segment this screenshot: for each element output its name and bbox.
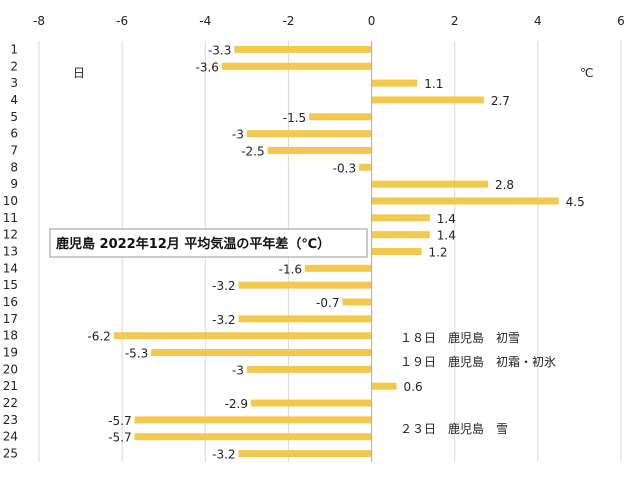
y-tick-label: 11: [3, 211, 18, 225]
bar-day-2: [221, 62, 372, 70]
data-label: -5.7: [108, 414, 131, 428]
y-tick-label: 1: [10, 42, 18, 56]
bar-day-24: [134, 433, 372, 441]
bar-day-16: [342, 298, 372, 306]
data-label: 1.2: [428, 246, 447, 260]
bar-day-25: [238, 450, 372, 458]
bar-day-8: [359, 163, 372, 171]
data-label: -3.2: [212, 313, 235, 327]
bar-day-1: [234, 45, 372, 53]
bar-day-21: [371, 382, 397, 390]
data-label: 0.6: [404, 380, 423, 394]
data-label: 1.4: [437, 229, 456, 243]
bar-day-9: [371, 180, 488, 188]
y-tick-label: 23: [3, 413, 18, 427]
data-label: -3.6: [195, 60, 218, 74]
bar-day-20: [246, 365, 372, 373]
y-tick-label: 12: [3, 228, 18, 242]
bar-day-4: [371, 96, 484, 104]
data-label: -0.3: [333, 161, 356, 175]
y-tick-label: 2: [10, 59, 18, 73]
data-label: -2.9: [225, 397, 248, 411]
y-tick-label: 21: [3, 379, 18, 393]
data-label: -0.7: [316, 296, 339, 310]
y-tick-label: 10: [3, 194, 18, 208]
data-label: 2.7: [491, 94, 510, 108]
bar-day-5: [309, 113, 372, 121]
y-tick-label: 22: [3, 396, 18, 410]
y-tick-label: 24: [3, 430, 18, 444]
x-tick-label: 2: [451, 14, 459, 28]
data-label: 1.4: [437, 212, 456, 226]
y-tick-label: 8: [10, 160, 18, 174]
bar-day-15: [238, 281, 372, 289]
y-tick-label: 19: [3, 346, 18, 360]
data-label: 2.8: [495, 178, 514, 192]
x-tick-label: -4: [199, 14, 211, 28]
value-axis-label: ℃: [580, 66, 593, 80]
annotation-23: ２３日 鹿児島 雪: [400, 421, 508, 436]
y-tick-label: 7: [10, 143, 18, 157]
y-tick-label: 16: [3, 295, 18, 309]
y-tick-label: 4: [10, 93, 18, 107]
data-label: -1.6: [279, 262, 302, 276]
y-tick-label: 17: [3, 312, 18, 326]
bar-day-3: [371, 79, 418, 87]
bar-day-14: [305, 264, 372, 272]
bars: [113, 45, 559, 458]
bar-day-11: [371, 214, 430, 222]
category-axis-label: 日: [73, 66, 85, 80]
chart-title: 鹿児島 2022年12月 平均気温の平年差（℃）: [56, 236, 330, 252]
x-tick-label: 0: [368, 14, 376, 28]
data-label: -3: [232, 363, 244, 377]
bar-day-13: [371, 248, 422, 255]
y-tick-labels: 1234567891011121314151617181920212223242…: [3, 42, 18, 460]
data-label: -3.2: [212, 279, 235, 293]
y-tick-label: 6: [10, 127, 18, 141]
data-label: -3.2: [212, 448, 235, 462]
x-tick-label: -2: [282, 14, 294, 28]
x-tick-label: 6: [617, 14, 625, 28]
data-label: -5.7: [108, 431, 131, 445]
y-tick-label: 15: [3, 278, 18, 292]
x-tick-label: -6: [116, 14, 128, 28]
data-label: -6.2: [87, 330, 110, 344]
bar-day-10: [371, 197, 559, 205]
data-labels: -3.3 -3.6 1.1 2.7 -1.5 -3 -2.5 -0.3 2.8 4.5 1.4 1.4…: [87, 43, 584, 461]
data-label: 4.5: [566, 195, 585, 209]
x-tick-label: 4: [534, 14, 542, 28]
y-tick-label: 18: [3, 329, 18, 343]
x-tick-labels: -8 -6 -4 -2 0 2 4 6: [33, 14, 625, 28]
data-label: -3.3: [208, 43, 231, 57]
y-tick-label: 20: [3, 362, 18, 376]
bar-day-22: [251, 399, 372, 407]
y-tick-label: 14: [3, 261, 18, 275]
y-tick-label: 9: [10, 177, 18, 191]
data-label: -2.5: [241, 144, 264, 158]
data-label: -1.5: [283, 111, 306, 125]
data-label: 1.1: [424, 77, 443, 91]
y-tick-label: 25: [3, 447, 18, 461]
data-label: -5.3: [125, 347, 148, 361]
data-label: -3: [232, 128, 244, 142]
bar-day-18: [113, 332, 372, 340]
bar-day-17: [238, 315, 372, 323]
y-tick-label: 13: [3, 245, 18, 259]
bar-day-6: [246, 130, 372, 138]
annotation-19: １９日 鹿児島 初霜・初氷: [400, 354, 556, 369]
bar-day-12: [371, 231, 430, 239]
x-tick-label: -8: [33, 14, 45, 28]
chart-title-box: 鹿児島 2022年12月 平均気温の平年差（℃）: [49, 228, 368, 258]
annotation-18: １８日 鹿児島 初雪: [400, 330, 520, 345]
bar-day-19: [151, 349, 372, 357]
y-tick-label: 3: [10, 76, 18, 90]
y-tick-label: 5: [10, 110, 18, 124]
bar-day-23: [134, 416, 372, 424]
bar-day-7: [267, 146, 372, 154]
